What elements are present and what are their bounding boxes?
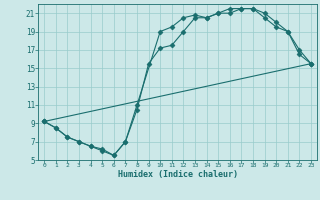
X-axis label: Humidex (Indice chaleur): Humidex (Indice chaleur): [118, 170, 238, 179]
